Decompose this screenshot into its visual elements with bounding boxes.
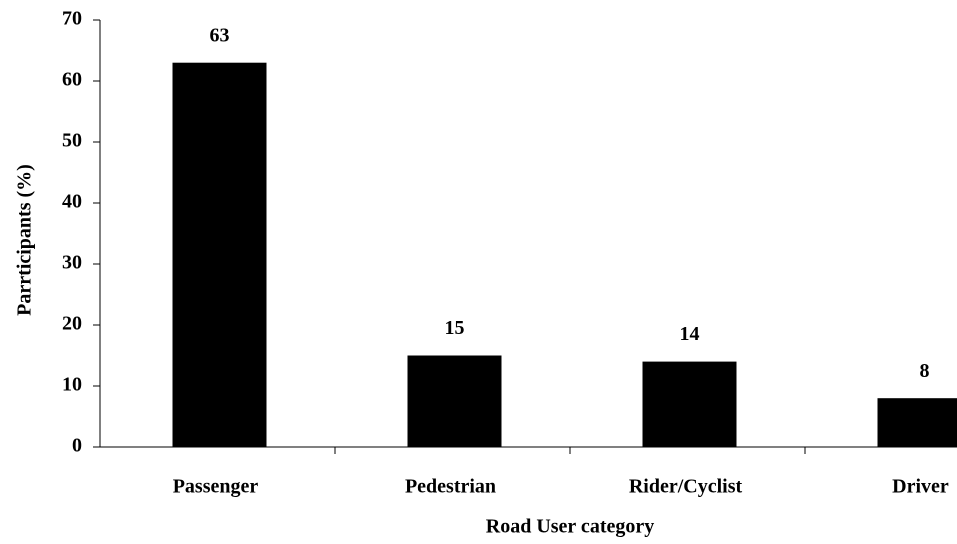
x-tick-label: Passenger (173, 476, 259, 498)
y-tick-label: 50 (62, 130, 82, 152)
bar (877, 398, 957, 447)
y-tick-label: 10 (62, 374, 82, 396)
data-label: 15 (445, 317, 465, 339)
data-label: 63 (210, 24, 230, 46)
x-axis-label: Road User category (486, 516, 654, 538)
bar (172, 62, 267, 447)
x-tick-label: Pedestrian (405, 476, 496, 498)
data-label: 14 (680, 323, 700, 345)
y-tick-label: 30 (62, 252, 82, 274)
y-tick-label: 0 (72, 435, 82, 457)
y-tick-label: 20 (62, 313, 82, 335)
bar (407, 355, 502, 447)
y-tick-label: 40 (62, 191, 82, 213)
y-tick-label: 60 (62, 69, 82, 91)
y-tick-label: 70 (62, 8, 82, 30)
y-axis-label: Parrticipants (%) (14, 164, 36, 316)
data-label: 8 (920, 360, 930, 382)
bar (642, 361, 737, 447)
x-tick-label: Rider/Cyclist (629, 476, 743, 498)
x-tick-label: Driver (892, 476, 949, 498)
